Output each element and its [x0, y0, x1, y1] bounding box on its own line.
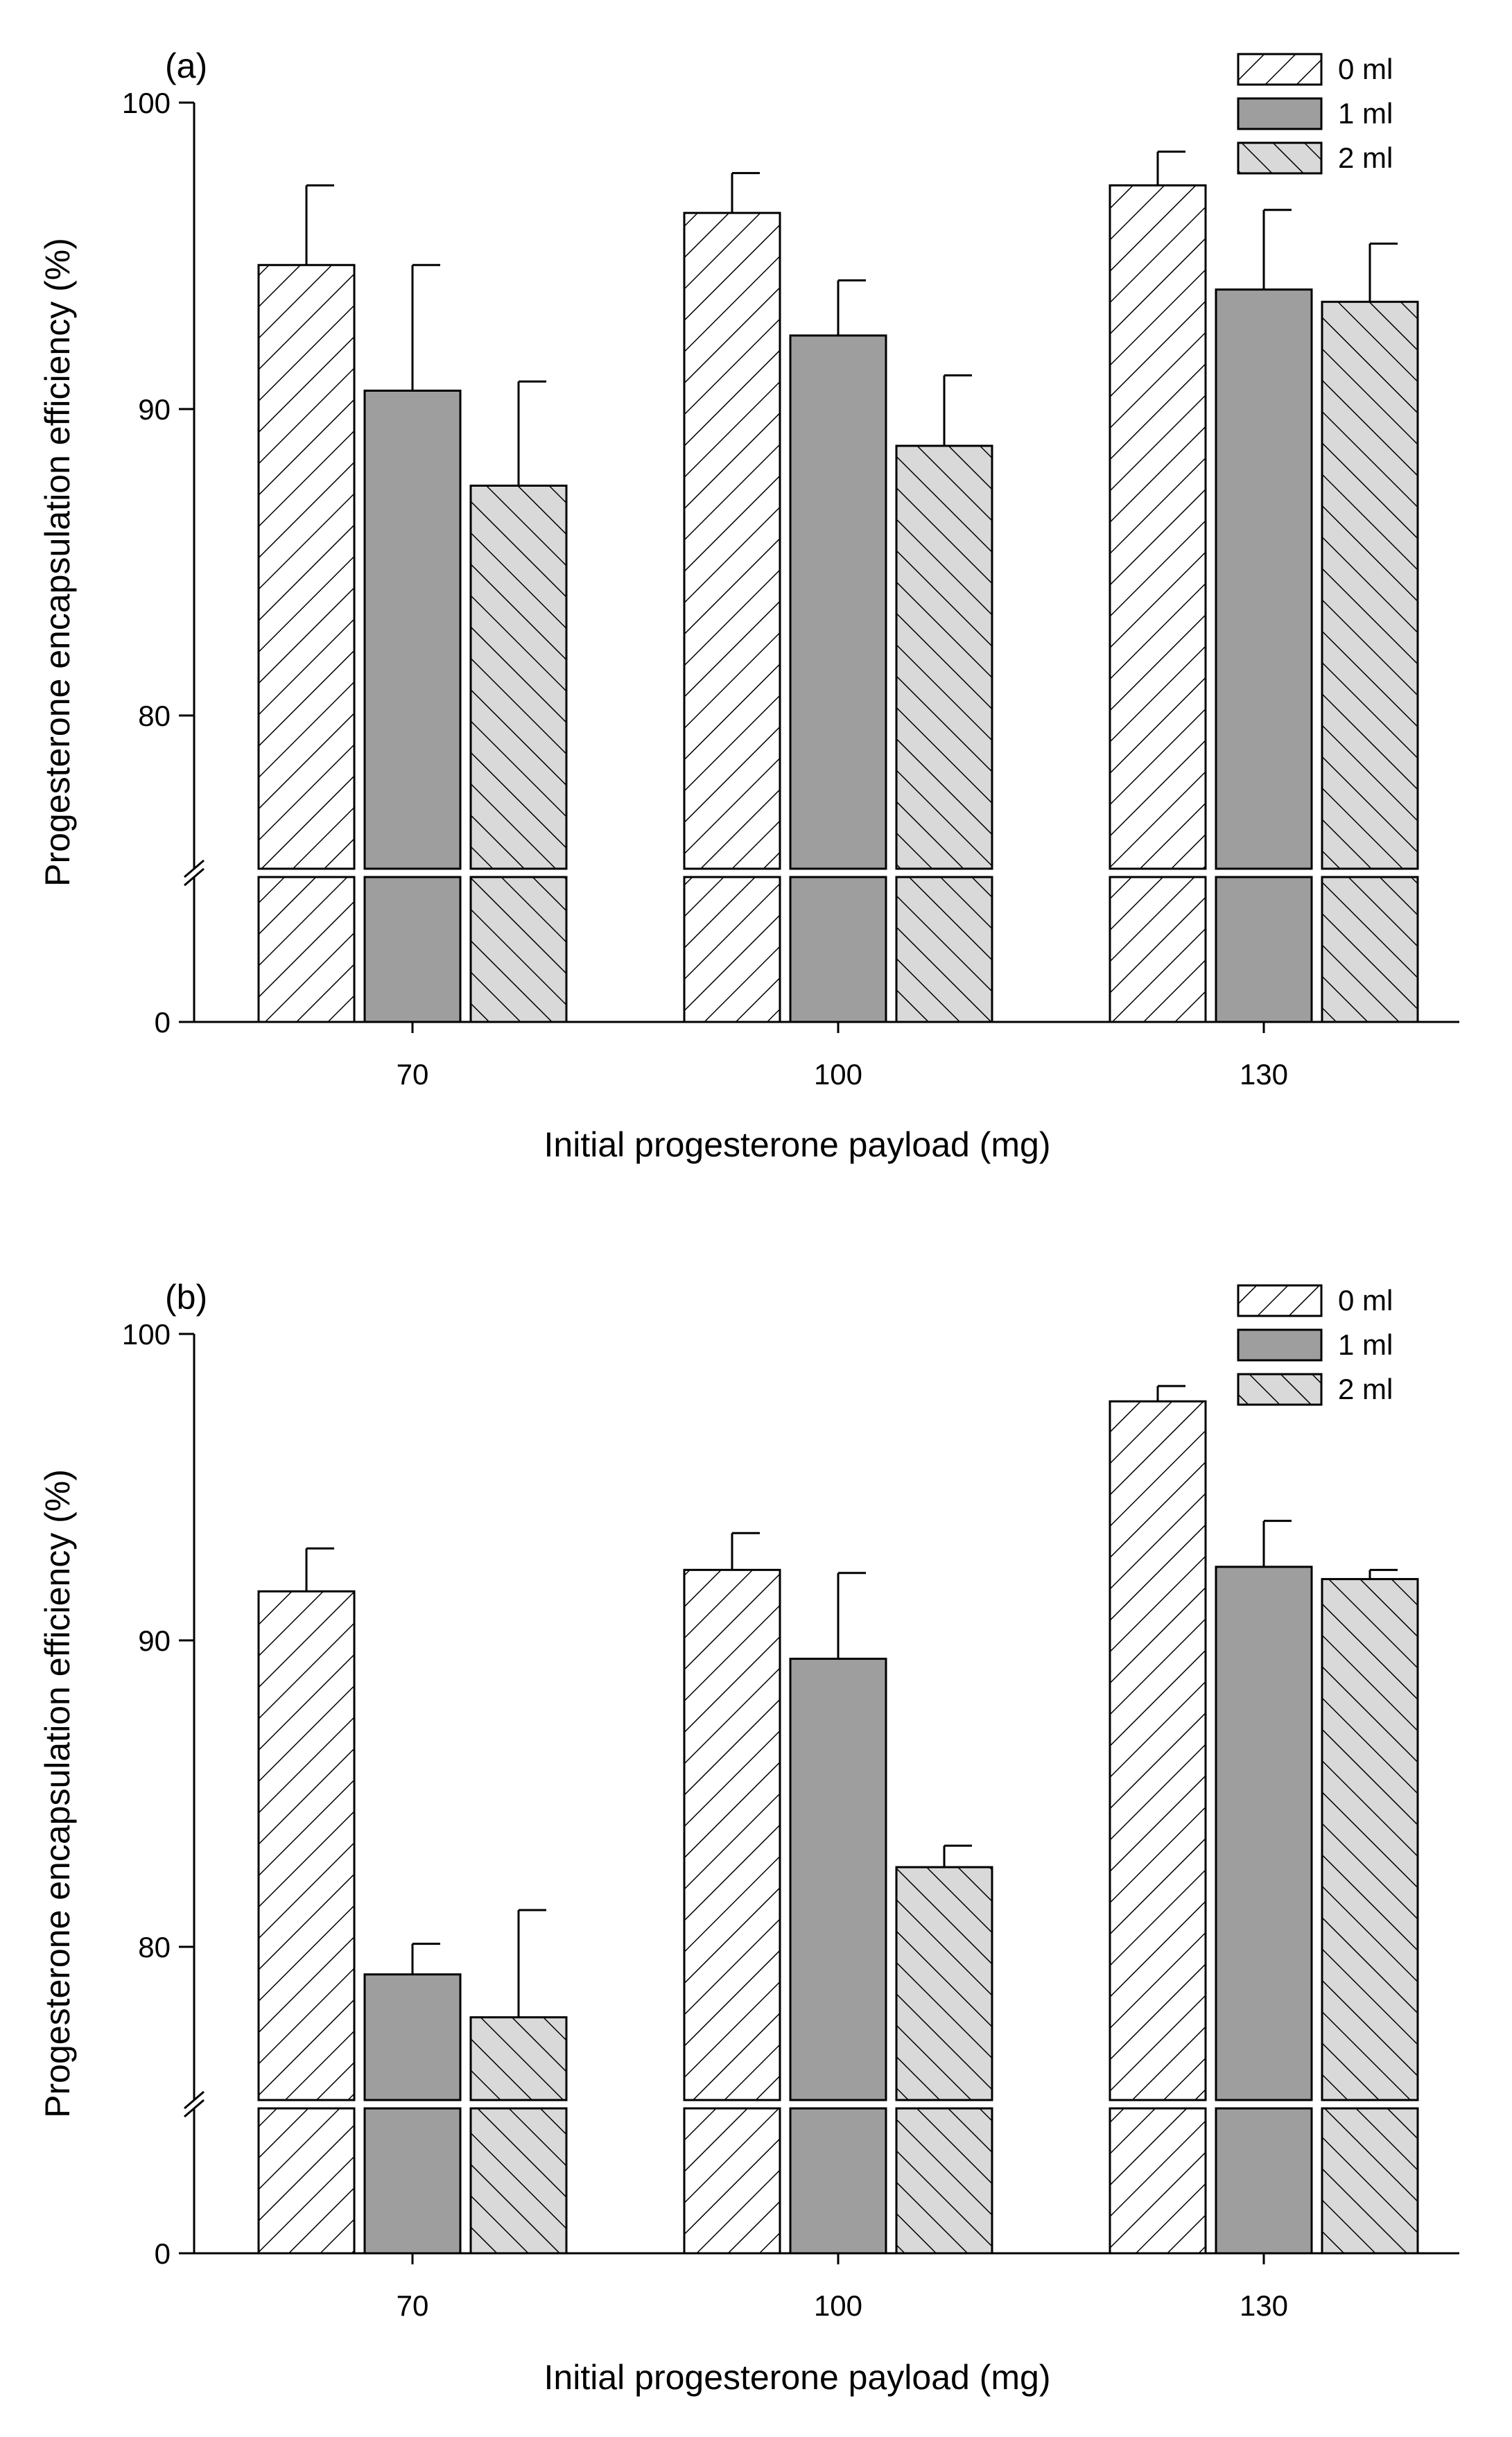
y-tick-label: 0 — [155, 1006, 171, 1039]
chart-panel-a: (a) 0 80 90 100 Progesterone encapsulation ef… — [38, 46, 1459, 1164]
bar-0ml-70 — [257, 1590, 356, 2101]
bar-base-1ml-100 — [789, 2107, 887, 2255]
bar-1ml-70 — [363, 1973, 462, 2101]
bar-1ml-100 — [789, 334, 887, 870]
bar-base-2ml-130 — [1321, 876, 1419, 1023]
axis-break-mark — [184, 867, 205, 887]
legend-label: 0 ml — [1338, 53, 1393, 85]
y-tick-label: 80 — [138, 700, 171, 732]
bar-base-1ml-70 — [363, 876, 462, 1023]
x-tick-label: 130 — [1240, 2289, 1288, 2322]
bar-1ml-70 — [363, 389, 462, 870]
bar-0ml-130 — [1109, 184, 1207, 870]
bar-base-1ml-100 — [789, 876, 887, 1023]
legend-swatch — [1237, 97, 1323, 130]
legend-label: 1 ml — [1338, 1328, 1393, 1361]
y-tick-label: 100 — [122, 1318, 171, 1351]
bar-base-0ml-70 — [257, 876, 356, 1023]
bar-base-1ml-130 — [1215, 876, 1313, 1023]
bar-0ml-70 — [257, 263, 356, 870]
bar-1ml-130 — [1215, 1566, 1313, 2101]
bar-2ml-100 — [895, 444, 993, 870]
y-axis-title: Progesterone encapsulation efficiency (%… — [38, 1469, 77, 2118]
bar-base-0ml-70 — [257, 2107, 356, 2255]
axis-break-mark — [184, 2090, 205, 2110]
x-axis-title: Initial progesterone payload (mg) — [544, 1125, 1051, 1164]
legend-swatch — [1237, 141, 1323, 175]
legend-label: 2 ml — [1338, 141, 1393, 174]
bar-2ml-130 — [1321, 1578, 1419, 2101]
bar-base-0ml-130 — [1109, 2107, 1207, 2255]
panel-label: (b) — [165, 1278, 207, 1317]
bar-base-0ml-130 — [1109, 876, 1207, 1023]
legend-swatch — [1237, 1328, 1323, 1362]
bar-base-2ml-100 — [895, 2107, 993, 2255]
legend-label: 2 ml — [1338, 1373, 1393, 1405]
bar-2ml-130 — [1321, 300, 1419, 870]
y-tick-label: 90 — [138, 1624, 171, 1657]
chart-panel-b: (b) 0 80 90 100 Progesterone encapsulation ef… — [38, 1278, 1459, 2397]
y-tick-label: 80 — [138, 1931, 171, 1963]
y-tick-label: 90 — [138, 393, 171, 426]
bar-2ml-100 — [895, 1866, 993, 2101]
bar-base-2ml-130 — [1321, 2107, 1419, 2255]
x-axis-title: Initial progesterone payload (mg) — [544, 2358, 1051, 2397]
bar-base-1ml-70 — [363, 2107, 462, 2255]
axis-break-mark — [184, 859, 205, 878]
legend: 0 ml 1 ml 2 ml — [1237, 53, 1393, 175]
legend-swatch — [1237, 1373, 1323, 1406]
x-tick-label: 70 — [397, 1058, 429, 1091]
y-tick-label: 0 — [155, 2237, 171, 2270]
legend-label: 1 ml — [1338, 97, 1393, 130]
bar-2ml-70 — [469, 485, 568, 870]
bar-base-2ml-100 — [895, 876, 993, 1023]
bar-0ml-130 — [1109, 1400, 1207, 2101]
bar-1ml-100 — [789, 1658, 887, 2101]
legend-swatch — [1237, 53, 1323, 86]
panel-label: (a) — [165, 46, 207, 85]
bar-0ml-100 — [683, 1568, 781, 2101]
bar-2ml-70 — [469, 2016, 568, 2101]
y-axis-title: Progesterone encapsulation efficiency (%… — [38, 238, 77, 887]
bar-base-1ml-130 — [1215, 2107, 1313, 2255]
bar-base-0ml-100 — [683, 2107, 781, 2255]
x-tick-label: 130 — [1240, 1058, 1288, 1091]
legend-label: 0 ml — [1338, 1284, 1393, 1317]
x-tick-label: 70 — [397, 2289, 429, 2322]
bar-base-0ml-100 — [683, 876, 781, 1023]
axis-break-mark — [184, 2099, 205, 2118]
legend: 0 ml 1 ml 2 ml — [1237, 1284, 1393, 1406]
bar-base-2ml-70 — [469, 876, 568, 1023]
bar-1ml-130 — [1215, 288, 1313, 870]
x-tick-label: 100 — [814, 1058, 862, 1091]
bar-base-2ml-70 — [469, 2107, 568, 2255]
y-tick-label: 100 — [122, 87, 171, 119]
bar-0ml-100 — [683, 211, 781, 870]
legend-swatch — [1237, 1284, 1323, 1317]
x-tick-label: 100 — [814, 2289, 862, 2322]
